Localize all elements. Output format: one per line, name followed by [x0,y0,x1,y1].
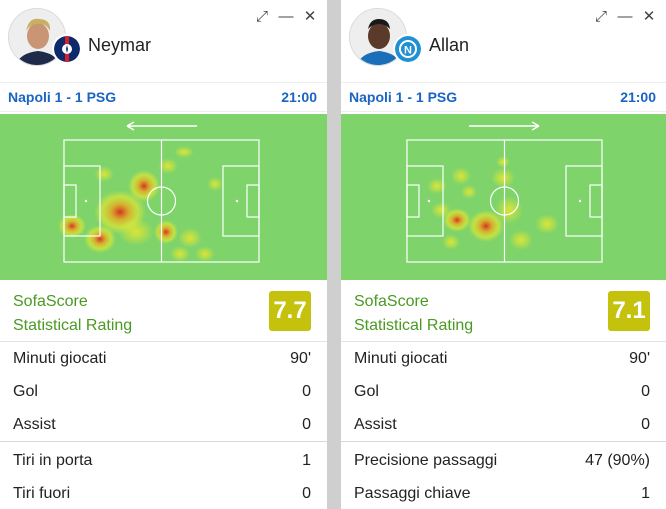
stat-row: Gol 0 [341,375,666,408]
stat-value: 90' [629,349,650,367]
heatmap-pitch [0,114,327,280]
pitch-lines [63,139,260,263]
stat-label: Gol [354,382,379,400]
stat-row: Assist 0 [0,408,327,441]
stat-label: Minuti giocati [354,349,448,367]
stat-value: 0 [641,415,650,433]
psg-crest-icon [52,34,82,64]
minimize-icon[interactable]: — [278,7,294,25]
match-score[interactable]: Napoli 1 - 1 PSG [8,89,117,105]
player-card-allan: N Allan ⤢ — ✕ Napoli 1 - 1 PSG 21:00 [341,0,666,509]
stat-row: Precisione passaggi 47 (90%) [341,441,666,477]
stat-value: 47 (90%) [585,451,650,469]
panel-separator [327,0,341,509]
stat-row: Tiri fuori 0 [0,477,327,509]
napoli-crest-icon: N [393,34,423,64]
stat-label: Passaggi chiave [354,484,471,502]
stat-label: Assist [354,415,397,433]
match-link[interactable]: Napoli 1 - 1 PSG 21:00 [0,82,327,112]
svg-text:N: N [404,45,412,57]
stat-label: Tiri fuori [13,484,71,502]
expand-icon[interactable]: ⤢ [594,7,607,25]
window-controls: ⤢ — ✕ [255,8,317,24]
player-name: Allan [429,35,470,55]
stat-row: Minuti giocati 90' [0,342,327,375]
stat-label: Minuti giocati [13,349,107,367]
stat-value: 1 [641,484,650,502]
stat-label: Assist [13,415,56,433]
player-name: Neymar [88,35,152,55]
card-header: Neymar ⤢ — ✕ [0,0,327,82]
heatmap-pitch [341,114,666,280]
match-time: 21:00 [620,89,656,105]
heat-spots [427,156,559,250]
player-card-neymar: Neymar ⤢ — ✕ Napoli 1 - 1 PSG 21:00 [0,0,327,509]
stat-value: 0 [302,382,311,400]
stat-label: Gol [13,382,38,400]
stat-row: Gol 0 [0,375,327,408]
expand-icon[interactable]: ⤢ [255,7,268,25]
stat-value: 1 [302,451,311,469]
rating-label: SofaScore Statistical Rating [354,293,474,334]
stat-value: 90' [290,349,311,367]
stat-value: 0 [302,484,311,502]
stat-label: Precisione passaggi [354,451,498,469]
stat-label: Tiri in porta [13,451,93,469]
match-link[interactable]: Napoli 1 - 1 PSG 21:00 [341,82,666,112]
close-icon[interactable]: ✕ [303,7,317,25]
rating-label: SofaScore Statistical Rating [13,293,133,334]
stat-row: Passaggi chiave 1 [341,477,666,509]
stat-value: 0 [641,382,650,400]
card-header: N Allan ⤢ — ✕ [341,0,666,82]
rating-badge: 7.1 [608,291,650,331]
minimize-icon[interactable]: — [617,7,633,25]
stat-row: Minuti giocati 90' [341,342,666,375]
heat-spots [58,146,223,262]
pitch-lines [406,139,603,263]
window-controls: ⤢ — ✕ [594,8,656,24]
statistical-rating: SofaScore Statistical Rating 7.7 [0,280,327,342]
rating-badge: 7.7 [269,291,311,331]
close-icon[interactable]: ✕ [642,7,656,25]
stat-row: Assist 0 [341,408,666,441]
match-time: 21:00 [281,89,317,105]
match-score[interactable]: Napoli 1 - 1 PSG [349,89,458,105]
stat-row: Tiri in porta 1 [0,441,327,477]
stats-list: Minuti giocati 90' Gol 0 Assist 0 Tiri i… [0,342,327,509]
stats-list: Minuti giocati 90' Gol 0 Assist 0 Precis… [341,342,666,509]
stat-value: 0 [302,415,311,433]
statistical-rating: SofaScore Statistical Rating 7.1 [341,280,666,342]
